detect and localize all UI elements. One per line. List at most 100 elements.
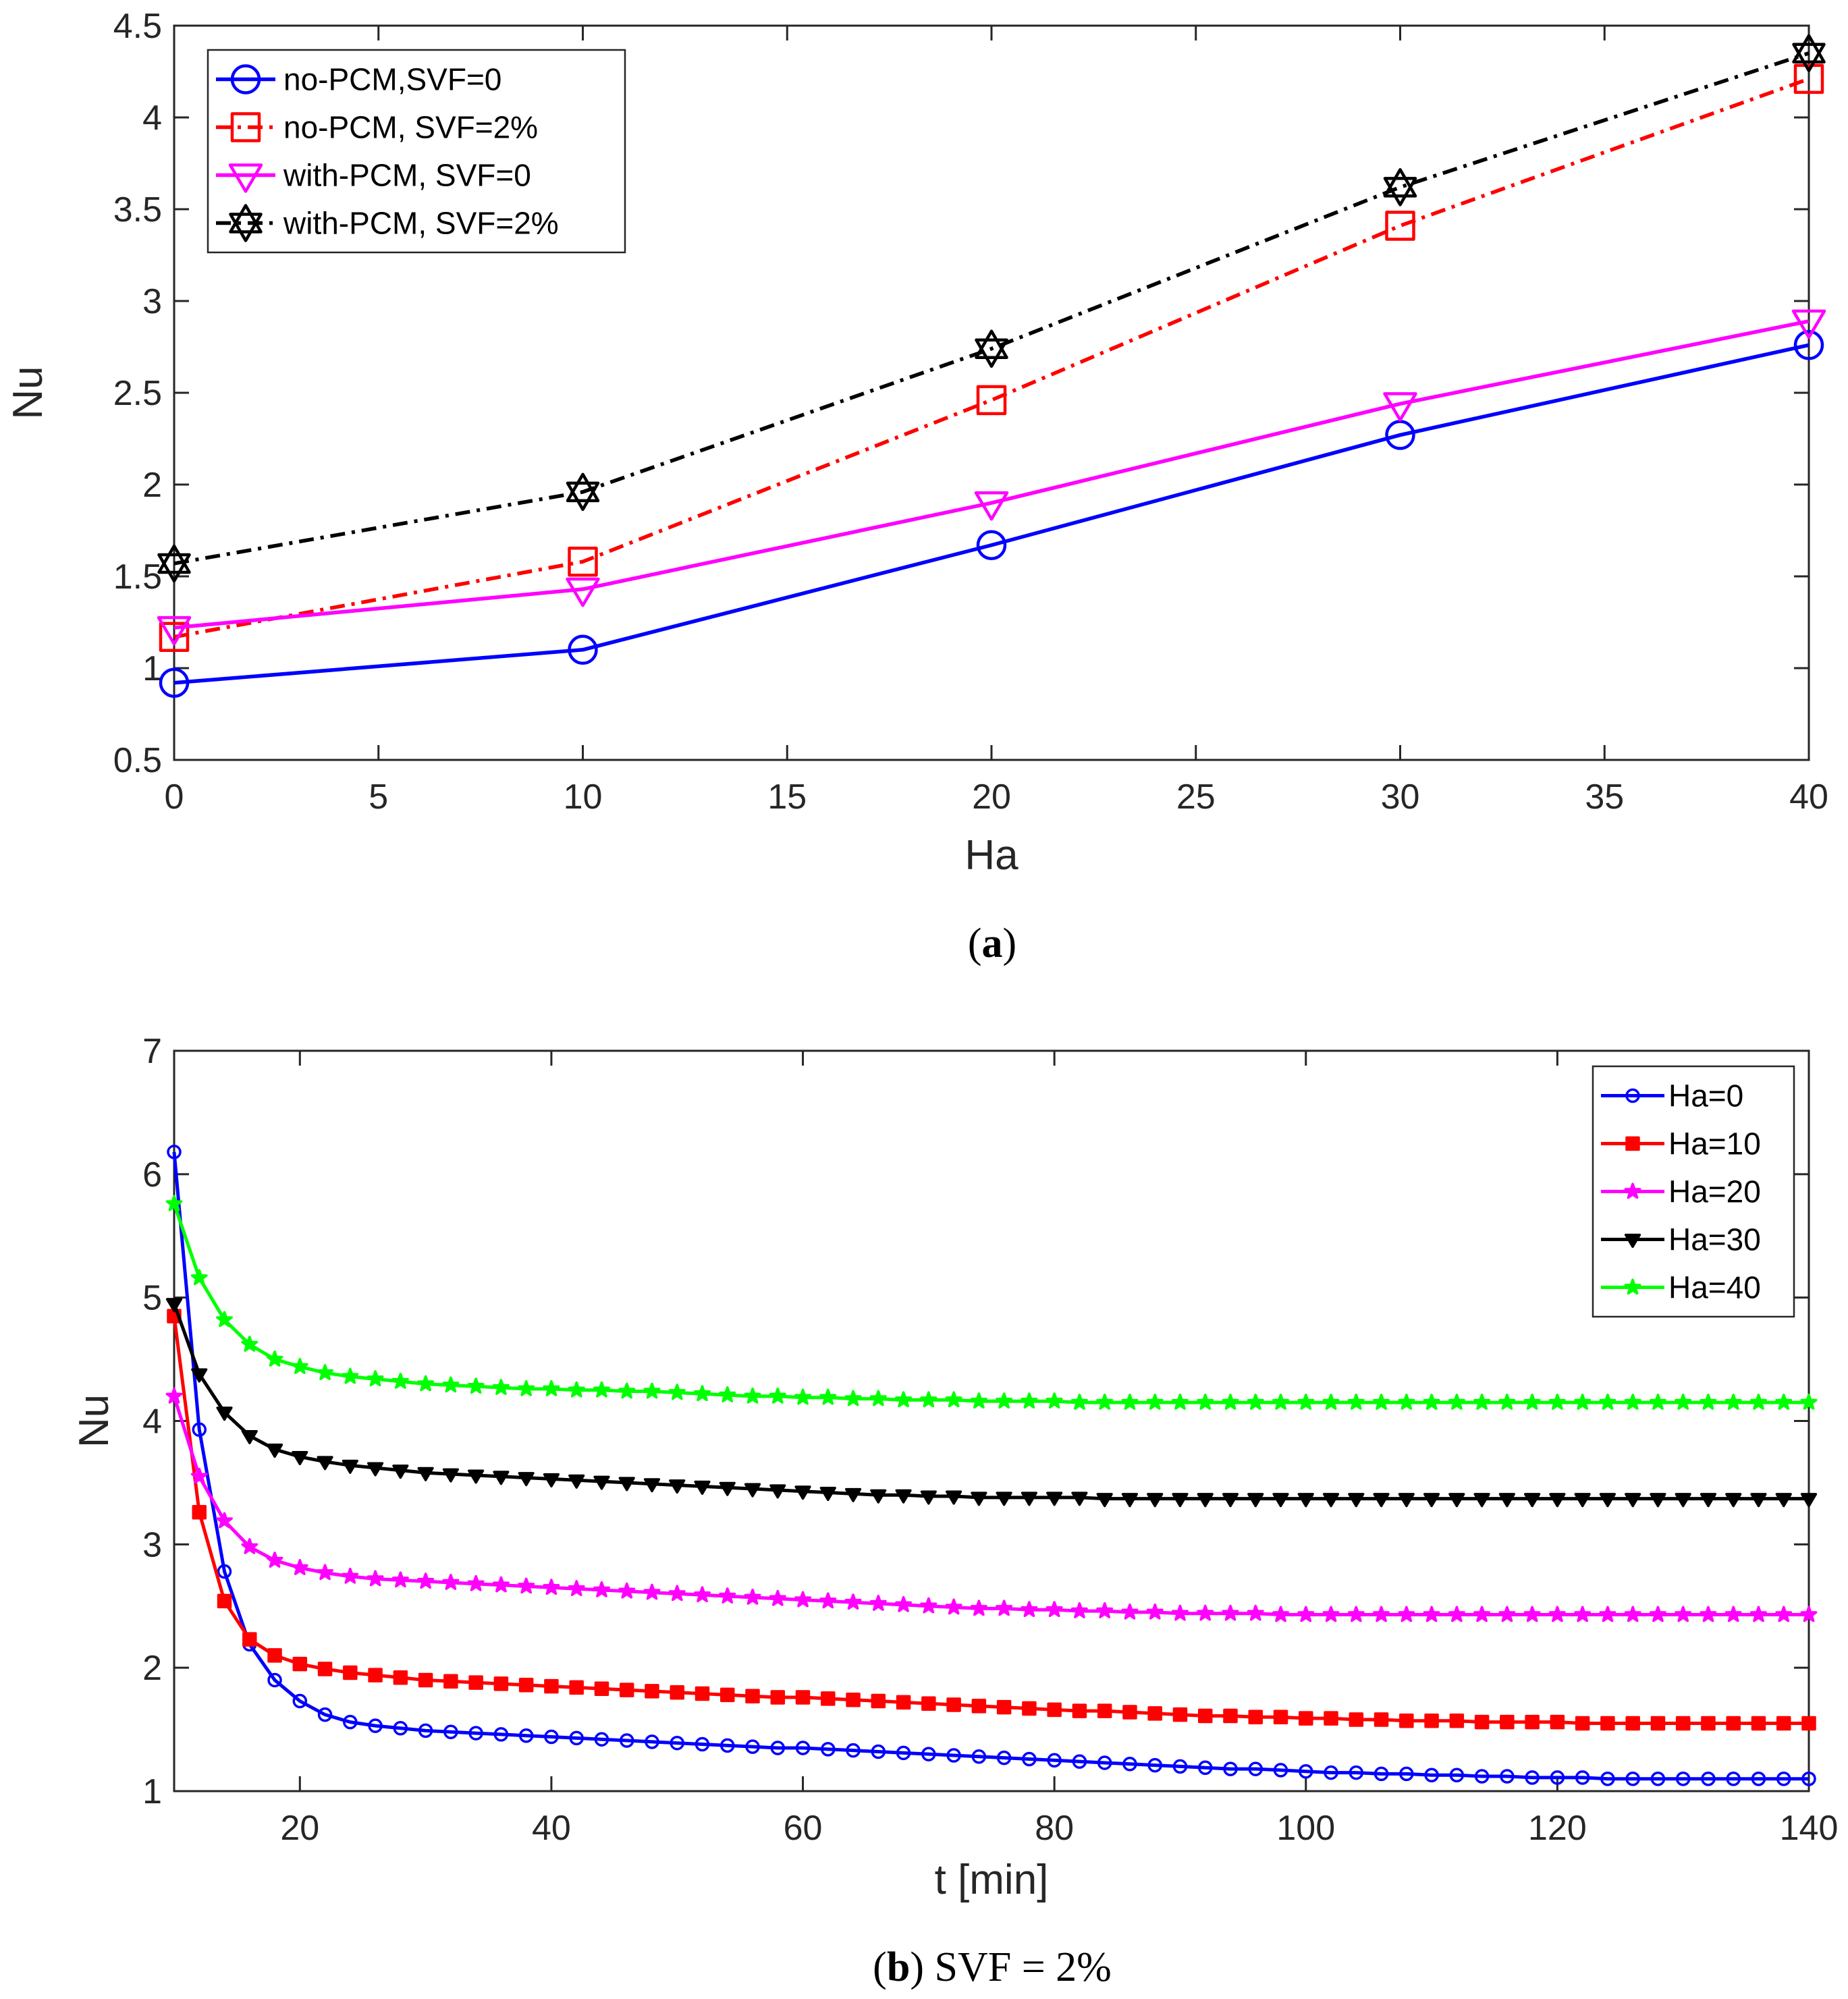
data-point	[1374, 1766, 1389, 1782]
data-point	[568, 1580, 585, 1596]
data-point	[1272, 1394, 1289, 1410]
data-point	[1197, 1493, 1214, 1508]
data-point	[167, 1145, 182, 1159]
data-point	[417, 1375, 435, 1392]
data-point	[1448, 1394, 1465, 1410]
data-point	[518, 1728, 534, 1743]
data-point	[1625, 1771, 1640, 1786]
data-point	[1725, 1493, 1742, 1508]
data-point	[1272, 1606, 1289, 1622]
data-point	[1248, 1761, 1263, 1776]
data-point	[391, 1571, 409, 1588]
data-point	[1726, 1771, 1741, 1786]
data-point	[1046, 1491, 1063, 1506]
data-point	[1800, 1606, 1818, 1622]
data-point	[996, 1491, 1012, 1506]
data-point	[317, 1564, 334, 1581]
data-point	[945, 1598, 962, 1615]
data-point	[1801, 1716, 1816, 1731]
data-point	[593, 1381, 610, 1398]
x-tick-label: 120	[1528, 1809, 1587, 1848]
data-point	[1424, 1714, 1439, 1728]
data-point	[975, 329, 1008, 368]
data-point	[217, 1593, 232, 1609]
data-point	[946, 1490, 962, 1505]
data-point	[442, 1468, 459, 1483]
series-Ha=10	[167, 1309, 1816, 1731]
data-point	[1800, 1493, 1818, 1508]
data-point	[1172, 1759, 1188, 1774]
y-tick-label: 6	[142, 1155, 162, 1195]
data-point	[1751, 1771, 1766, 1786]
data-point	[292, 1693, 308, 1709]
data-point	[996, 1599, 1013, 1616]
data-point	[1448, 1606, 1465, 1622]
caption-open: (	[873, 1944, 887, 1990]
legend-marker	[228, 163, 263, 193]
data-point	[1523, 1606, 1541, 1622]
data-point	[1222, 1394, 1239, 1410]
data-point	[1548, 1606, 1566, 1622]
data-point	[1750, 1394, 1767, 1410]
data-point	[216, 1512, 233, 1529]
data-point	[645, 1734, 659, 1749]
data-point	[694, 1586, 711, 1603]
data-point	[543, 1579, 560, 1595]
data-point	[1322, 1606, 1340, 1622]
data-point	[543, 1379, 560, 1396]
data-point	[745, 1739, 760, 1754]
data-point	[1525, 1714, 1540, 1730]
data-point	[1347, 1394, 1365, 1410]
series-with-PCM, SVF=2%	[157, 34, 1826, 583]
data-point	[668, 1585, 686, 1601]
data-point	[1273, 1763, 1288, 1778]
data-point	[1776, 1716, 1791, 1731]
data-point	[1297, 1493, 1314, 1508]
data-point	[1775, 1394, 1793, 1410]
data-point	[442, 1574, 460, 1590]
data-point	[694, 1480, 711, 1495]
y-tick-label: 3	[142, 1525, 162, 1564]
data-point	[1599, 1493, 1616, 1508]
data-point	[292, 1656, 308, 1672]
y-tick-label: 3	[142, 282, 162, 321]
data-point	[291, 1358, 308, 1374]
series-line	[173, 319, 1810, 630]
data-point	[343, 1714, 358, 1730]
data-point	[844, 1390, 862, 1406]
data-point	[921, 1747, 936, 1761]
data-point	[844, 1593, 862, 1610]
data-point	[1045, 1601, 1063, 1618]
data-point	[468, 1469, 485, 1484]
data-point	[846, 1743, 861, 1758]
legend-label: Ha=20	[1668, 1174, 1761, 1209]
data-point	[392, 1464, 409, 1479]
data-point	[744, 1483, 761, 1498]
x-tick-label: 25	[1176, 777, 1216, 817]
data-point	[1121, 1394, 1139, 1410]
data-point	[1122, 1757, 1137, 1772]
data-point	[1624, 1394, 1641, 1410]
data-point	[1500, 1714, 1515, 1730]
data-point	[1599, 1606, 1616, 1622]
data-point	[568, 634, 598, 665]
data-point	[895, 1595, 913, 1612]
data-point	[216, 1311, 233, 1327]
legend-label: Ha=10	[1668, 1126, 1761, 1161]
data-point	[368, 1668, 383, 1682]
data-point	[1121, 1603, 1139, 1620]
x-tick-label: 80	[1035, 1809, 1074, 1848]
y-tick-label: 2	[142, 1649, 162, 1688]
data-point	[393, 1670, 408, 1685]
data-point	[1383, 168, 1417, 207]
data-point	[467, 1574, 485, 1591]
data-point	[920, 1490, 937, 1505]
data-point	[974, 491, 1009, 521]
data-point	[1700, 1493, 1717, 1508]
data-point	[1097, 1703, 1112, 1718]
data-point	[468, 1726, 483, 1741]
data-point	[594, 1681, 609, 1696]
data-point	[1349, 1712, 1364, 1727]
data-point	[719, 1481, 736, 1496]
data-point	[618, 1582, 636, 1599]
